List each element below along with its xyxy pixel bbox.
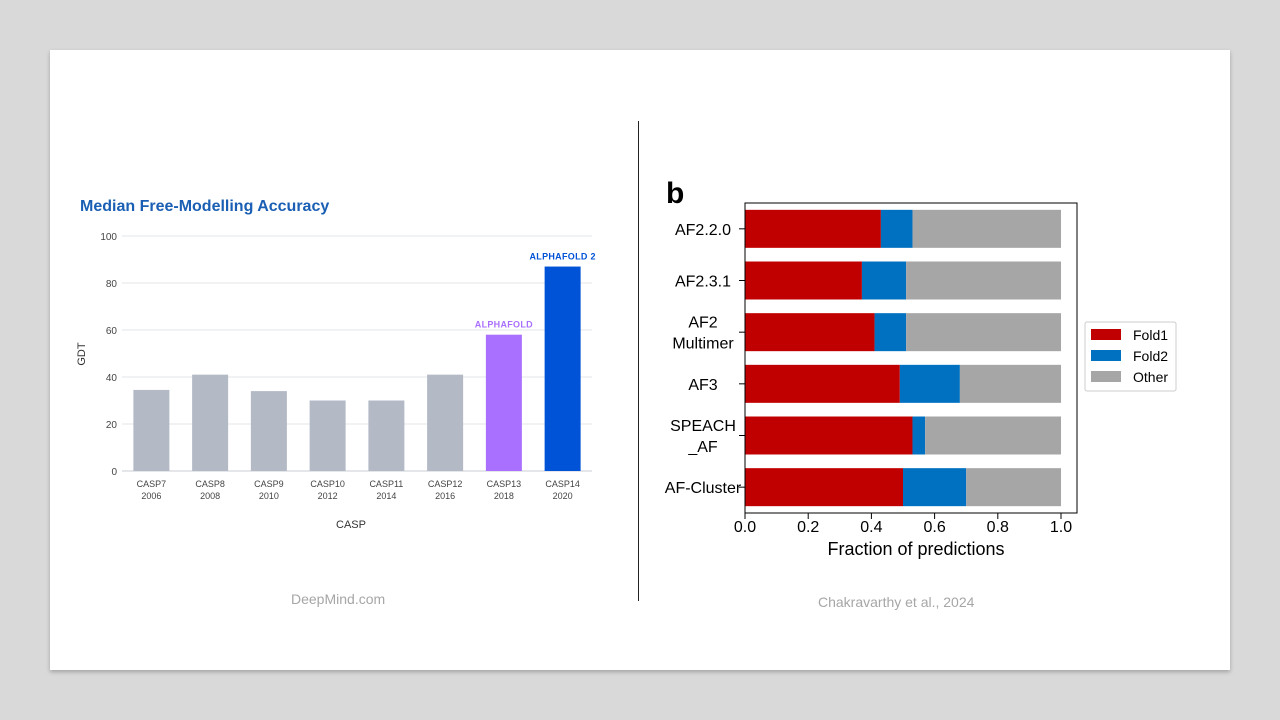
x-axis-label: Fraction of predictions [827, 539, 1004, 559]
panel-label: b [666, 177, 684, 210]
y-tick-label: 20 [106, 420, 118, 431]
x-tick-label: 0.8 [987, 519, 1009, 536]
legend-swatch [1091, 329, 1121, 340]
bar-segment-fold2 [912, 416, 926, 455]
bar-segment-fold2 [874, 313, 907, 352]
bar-segment-other [906, 261, 1061, 300]
bar-segment-fold1 [745, 313, 875, 352]
x-tick-label: CASP12 [428, 479, 463, 489]
bar-segment-fold2 [880, 209, 913, 248]
legend-swatch [1091, 371, 1121, 382]
fold-fraction-stacked-chart: b AF2.2.0 AF2.3.1 AF2 Multimer AF3 SPEACH _AF AF… [665, 177, 1177, 559]
slide-divider [638, 121, 639, 601]
x-tick-label: 2008 [200, 491, 220, 501]
bar-segment-other [966, 468, 1061, 507]
y-tick-label: 80 [106, 279, 118, 290]
bar-segment-fold1 [745, 364, 900, 403]
left-source-caption: DeepMind.com [291, 591, 386, 607]
x-tick-label: 0.4 [860, 519, 882, 536]
y-tick-label: AF2 [688, 315, 717, 332]
bar-segment-fold1 [745, 209, 881, 248]
legend-label: Fold2 [1133, 348, 1168, 364]
bar-segment-fold1 [745, 468, 903, 507]
y-axis-label: GDT [76, 342, 88, 366]
x-tick-label: 0.0 [734, 519, 756, 536]
bar-casp11 [368, 400, 405, 471]
x-tick-label: CASP11 [369, 479, 403, 489]
y-tick-label: 0 [111, 467, 117, 478]
bar-segment-fold2 [861, 261, 907, 300]
bar-annotation: ALPHAFOLD [475, 320, 533, 330]
x-tick-label: 2018 [494, 491, 514, 501]
bar-casp12 [427, 374, 464, 471]
bar-casp9 [250, 391, 287, 471]
x-tick-label: 2020 [553, 491, 573, 501]
y-tick-label: AF3 [688, 377, 717, 394]
y-tick-label: AF2.2.0 [675, 222, 731, 239]
y-tick-label: AF-Cluster [665, 480, 742, 497]
y-tick-label: SPEACH [670, 418, 736, 435]
bar-segment-other [906, 313, 1061, 352]
y-tick-label: _AF [687, 439, 718, 456]
x-tick-label: 2012 [318, 491, 338, 501]
x-tick-label: 1.0 [1050, 519, 1072, 536]
bar-casp7 [133, 389, 170, 471]
y-tick-label: 40 [106, 373, 118, 384]
y-tick-label: 100 [100, 232, 117, 243]
bar-segment-other [925, 416, 1061, 455]
x-tick-label: 2016 [435, 491, 455, 501]
x-tick-label: CASP7 [137, 479, 167, 489]
y-tick-label: 60 [106, 326, 118, 337]
x-tick-label: CASP9 [254, 479, 284, 489]
bar-segment-fold2 [903, 468, 967, 507]
x-tick-label: 2014 [376, 491, 396, 501]
bar-segment-other [959, 364, 1061, 403]
bar-segment-other [912, 209, 1061, 248]
x-tick-label: 2010 [259, 491, 279, 501]
x-tick-label: CASP10 [310, 479, 345, 489]
x-tick-label: 0.2 [797, 519, 819, 536]
x-tick-label: 2006 [141, 491, 161, 501]
x-axis-label: CASP [336, 519, 366, 531]
bar-annotation: ALPHAFOLD 2 [529, 252, 595, 262]
right-source-caption: Chakravarthy et al., 2024 [818, 594, 975, 610]
plot-frame [744, 202, 1078, 514]
bar-segment-fold1 [745, 416, 913, 455]
bar-casp14 [544, 266, 581, 471]
x-tick-label: CASP14 [545, 479, 580, 489]
x-tick-label: CASP8 [195, 479, 225, 489]
bar-casp8 [192, 374, 229, 471]
bar-segment-fold1 [745, 261, 862, 300]
bar-casp13 [485, 334, 522, 471]
chart-title: Median Free-Modelling Accuracy [80, 198, 329, 215]
bar-segment-fold2 [899, 364, 960, 403]
y-tick-label: Multimer [672, 336, 734, 353]
y-tick-label: AF2.3.1 [675, 274, 731, 291]
bar-casp10 [309, 400, 346, 471]
legend-label: Fold1 [1133, 327, 1168, 343]
x-tick-label: CASP13 [487, 479, 522, 489]
x-tick-label: 0.6 [923, 519, 945, 536]
legend-swatch [1091, 350, 1121, 361]
casp-gdt-bar-chart: Median Free-Modelling Accuracy 0 20 40 60 80 1… [76, 198, 595, 531]
legend-label: Other [1133, 369, 1168, 385]
slide [50, 50, 1230, 670]
